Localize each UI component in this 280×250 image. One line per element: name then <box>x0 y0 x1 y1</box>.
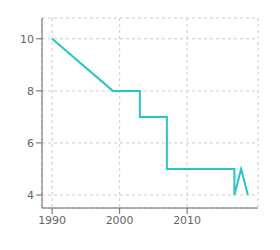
svg-text:1990: 1990 <box>38 214 66 227</box>
svg-text:8: 8 <box>27 85 34 98</box>
svg-text:4: 4 <box>27 189 34 202</box>
svg-text:6: 6 <box>27 137 34 150</box>
svg-text:10: 10 <box>20 33 34 46</box>
svg-text:2000: 2000 <box>106 214 134 227</box>
svg-text:2010: 2010 <box>173 214 201 227</box>
